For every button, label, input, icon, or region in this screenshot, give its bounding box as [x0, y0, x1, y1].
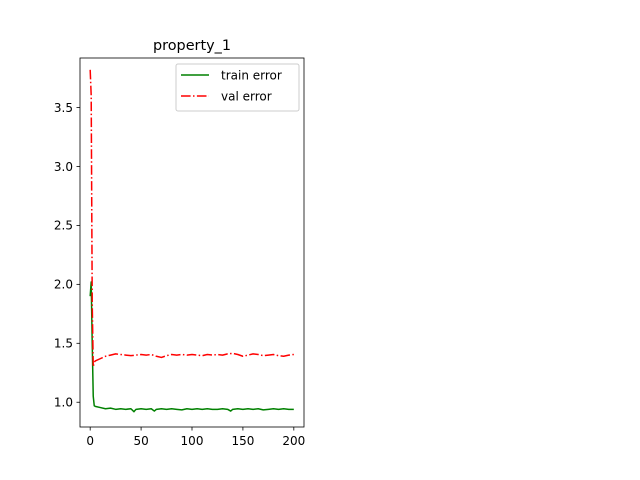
y-tick-label: 3.5: [54, 101, 73, 115]
y-tick-label: 3.0: [54, 160, 73, 174]
chart-title: property_1: [153, 38, 231, 54]
legend-label-train-error: train error: [221, 68, 282, 82]
legend-label-val-error: val error: [221, 89, 272, 103]
x-tick-label: 50: [133, 434, 148, 448]
legend: train error val error: [175, 63, 300, 112]
y-tick-label: 1.5: [54, 337, 73, 351]
x-tick-label: 100: [181, 434, 204, 448]
y-tick-label: 2.5: [54, 219, 73, 233]
x-tick-label: 150: [231, 434, 254, 448]
axes-frame: [79, 57, 305, 428]
plot-area: 0 50 100 150 200 1.0 1.5 2.0 2.5 3.0 3.5: [54, 57, 305, 448]
x-tick-label: 0: [86, 434, 94, 448]
y-tick-label: 2.0: [54, 278, 73, 292]
series-line-val-error: [89, 69, 294, 368]
series-line-train-error: [89, 281, 294, 413]
x-tick-label: 200: [282, 434, 305, 448]
y-tick-label: 1.0: [54, 396, 73, 410]
